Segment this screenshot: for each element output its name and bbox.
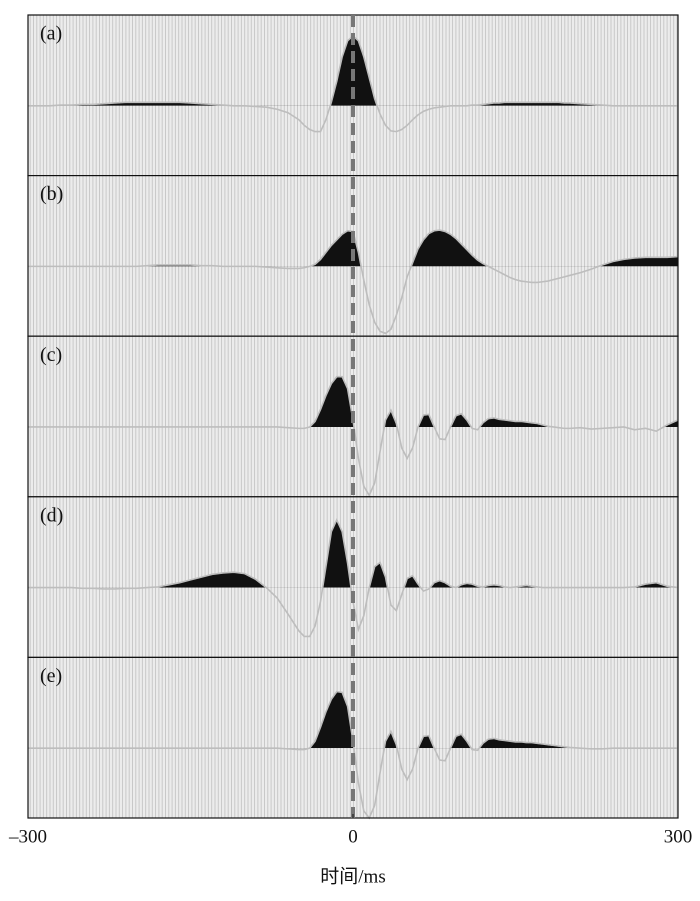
x-tick-label: 300 [664,826,693,847]
panel-label: (a) [40,23,62,45]
positive-fill [309,691,581,749]
x-tick-label: –300 [8,826,47,847]
panel-label: (d) [40,504,63,526]
panel-label: (c) [40,344,62,366]
trace-line [28,34,678,133]
trace-line [28,229,679,335]
positive-fill [136,230,678,267]
x-axis-label: 时间/ms [320,865,385,887]
x-tick-label: 0 [348,826,358,847]
panel-label: (b) [40,183,63,205]
panel-label: (e) [40,665,62,687]
positive-fill [309,376,678,427]
positive-fill [147,519,678,588]
trace-line [28,517,679,638]
trace-line [28,690,678,820]
trace-line [28,375,679,498]
